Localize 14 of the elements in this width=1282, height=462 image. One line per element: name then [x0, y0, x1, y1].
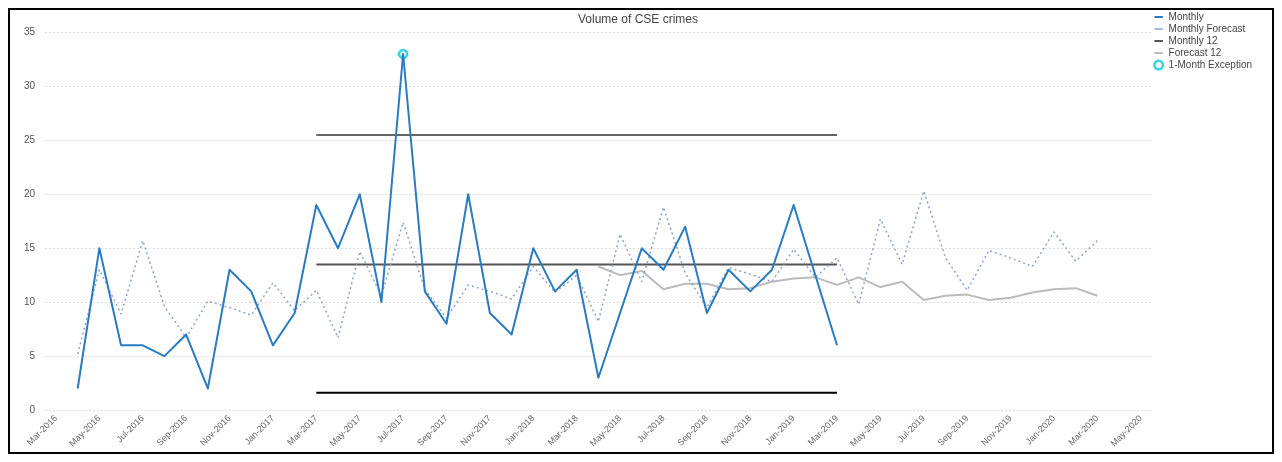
legend-label: Monthly	[1168, 10, 1204, 22]
legend-label: 1-Month Exception	[1168, 58, 1253, 70]
y-tick-label: 10	[24, 295, 36, 307]
y-tick-label: 15	[24, 241, 36, 253]
legend-label: Monthly 12	[1168, 34, 1218, 46]
chart-title: Volume of CSE crimes	[577, 11, 699, 26]
y-tick-label: 30	[24, 80, 36, 92]
y-tick-label: 20	[24, 188, 36, 200]
y-tick-label: 0	[29, 403, 36, 415]
y-tick-label: 25	[24, 134, 36, 146]
legend-label: Forecast 12	[1168, 46, 1222, 58]
y-tick-label: 35	[24, 26, 36, 38]
y-tick-label: 5	[29, 349, 36, 361]
legend-label: Monthly Forecast	[1168, 22, 1246, 34]
